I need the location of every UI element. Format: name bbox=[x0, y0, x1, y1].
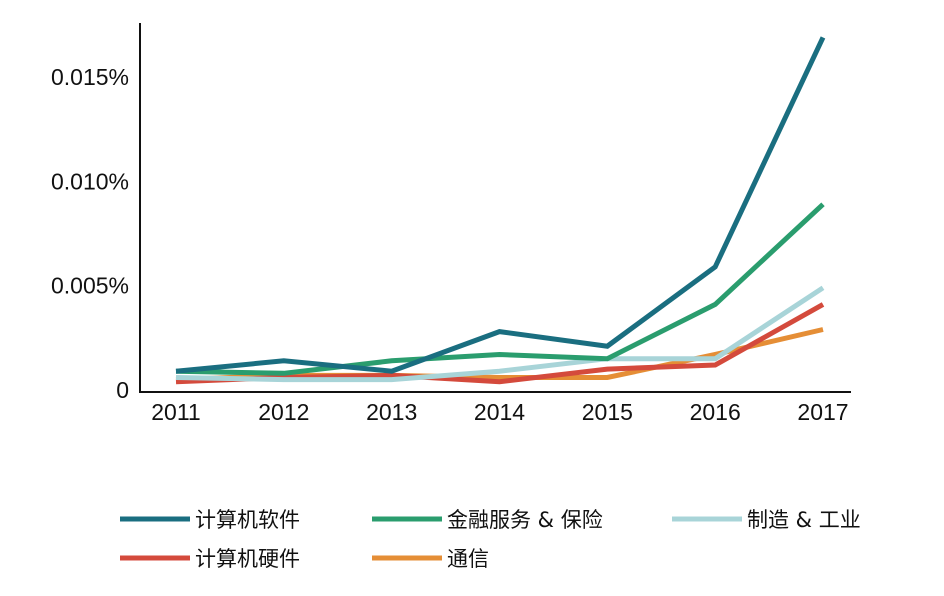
y-tick-label: 0.005% bbox=[51, 273, 129, 299]
x-tick-label: 2012 bbox=[258, 399, 309, 425]
legend-item: 金融服务 & 保险 bbox=[372, 508, 603, 532]
x-tick-label: 2013 bbox=[366, 399, 417, 425]
x-axis-tick-labels: 2011 2012 2013 2014 2015 2016 2017 bbox=[151, 399, 848, 425]
legend-item: 计算机硬件 bbox=[120, 547, 300, 571]
y-tick-label: 0 bbox=[116, 377, 129, 403]
y-tick-label: 0.010% bbox=[51, 168, 129, 194]
x-tick-label: 2015 bbox=[582, 399, 633, 425]
x-tick-label: 2011 bbox=[151, 399, 200, 425]
legend-item: 通信 bbox=[372, 547, 489, 571]
legend-label: 金融服务 & 保险 bbox=[447, 508, 603, 532]
x-tick-label: 2014 bbox=[474, 399, 525, 425]
x-tick-label: 2016 bbox=[690, 399, 741, 425]
legend-item: 制造 & 工业 bbox=[672, 508, 861, 532]
y-axis-tick-labels: 0 0.005% 0.010% 0.015% bbox=[51, 64, 129, 403]
series-line-1 bbox=[175, 36, 826, 374]
legend-label: 制造 & 工业 bbox=[747, 508, 861, 532]
legend-label: 通信 bbox=[447, 547, 489, 571]
legend-label: 计算机硬件 bbox=[195, 547, 300, 571]
x-tick-label: 2017 bbox=[797, 399, 848, 425]
series-lines bbox=[175, 36, 826, 385]
legend-item: 计算机软件 bbox=[120, 508, 300, 532]
legend-label: 计算机软件 bbox=[195, 508, 300, 532]
series-line-2 bbox=[175, 202, 825, 376]
y-tick-label: 0.015% bbox=[51, 64, 129, 90]
series-line-3 bbox=[175, 285, 825, 383]
